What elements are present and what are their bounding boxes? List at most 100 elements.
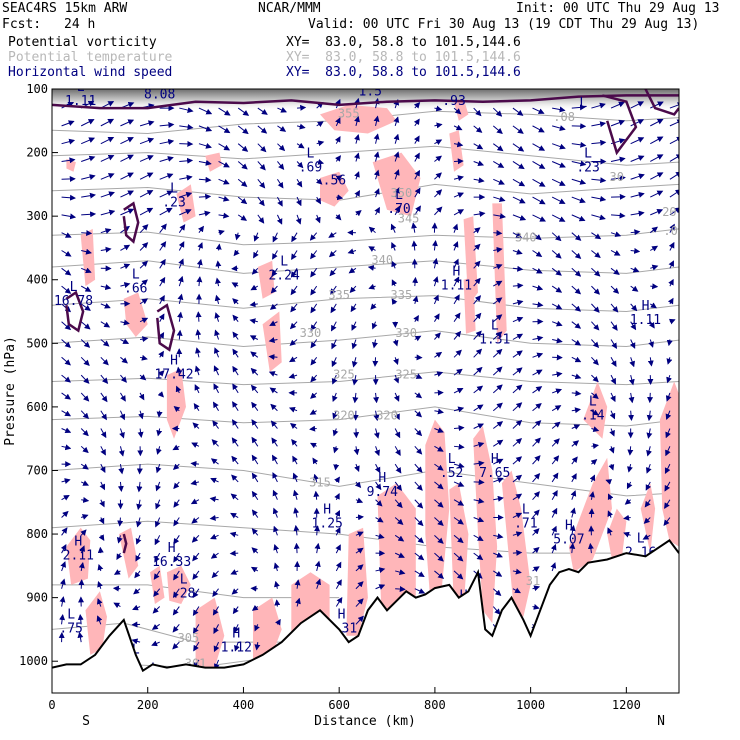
- wind-vector: [630, 119, 645, 127]
- wind-vector: [630, 321, 637, 331]
- wind-vector: [218, 195, 230, 202]
- wind-vector: [650, 101, 664, 109]
- pv-region: [150, 565, 165, 604]
- wind-vector: [571, 250, 582, 259]
- wind-vector: [473, 404, 484, 412]
- wind-vector: [623, 531, 631, 538]
- wind-vector: [289, 356, 298, 363]
- wind-vector: [155, 463, 162, 474]
- wind-vector: [294, 579, 301, 589]
- wind-vector: [393, 169, 400, 180]
- wind-vector: [277, 107, 288, 113]
- wind-vector: [532, 143, 546, 151]
- wind-vector: [413, 118, 420, 127]
- wind-vector: [254, 624, 260, 632]
- wind-vector: [289, 321, 298, 330]
- pv-region: [166, 565, 191, 604]
- wind-vector: [198, 125, 213, 132]
- extremum-value: 1.31: [479, 332, 510, 347]
- wind-vector: [100, 428, 107, 439]
- wind-vector: [192, 422, 200, 429]
- wind-vector: [214, 312, 221, 322]
- wind-vector: [432, 276, 439, 287]
- wind-vector: [473, 243, 481, 251]
- wind-vector: [394, 205, 401, 216]
- wind-vector: [59, 596, 66, 607]
- wind-vector: [354, 481, 362, 489]
- x-tick-label: 1000: [516, 698, 545, 712]
- wind-vector: [233, 249, 240, 257]
- wind-vector: [512, 232, 523, 238]
- wind-vector: [251, 604, 259, 611]
- wind-vector: [355, 564, 364, 572]
- wind-vector: [251, 401, 259, 412]
- wind-vector: [453, 481, 465, 487]
- wind-vector: [159, 241, 167, 251]
- wind-vector: [335, 544, 341, 554]
- wind-vector: [61, 510, 69, 518]
- wind-vector: [177, 311, 183, 322]
- wind-vector: [139, 260, 149, 269]
- wind-vector: [158, 313, 165, 322]
- legend-theta-xy: XY= 83.0, 58.8 to 101.5,144.6: [286, 50, 521, 65]
- wind-vector: [100, 154, 115, 162]
- wind-vector: [374, 463, 381, 474]
- wind-vector: [335, 117, 341, 127]
- wind-vector: [253, 232, 260, 242]
- wind-vector: [473, 143, 484, 150]
- wind-vector: [198, 193, 212, 200]
- extremum-value: 2.24: [268, 269, 299, 284]
- wind-vector: [100, 446, 106, 456]
- extremum-value: 1.11: [630, 313, 661, 328]
- extremum-type: L: [395, 188, 403, 203]
- wind-vector: [276, 196, 283, 207]
- wind-vector: [492, 366, 503, 376]
- theta-label: 320: [333, 409, 355, 423]
- theta-contour: [52, 371, 679, 386]
- wind-vector: [473, 423, 485, 429]
- wind-vector: [198, 210, 211, 217]
- wind-vector: [218, 161, 230, 168]
- wind-vector: [136, 481, 143, 493]
- wind-vector: [250, 284, 259, 291]
- x-tick-label: 0: [48, 698, 55, 712]
- wind-vector: [353, 446, 360, 456]
- wind-vector: [198, 225, 204, 233]
- wind-vector: [650, 283, 659, 290]
- extremum-type: H: [491, 452, 499, 467]
- wind-vector: [230, 512, 239, 519]
- wind-vector: [591, 232, 602, 240]
- wind-vector: [664, 481, 671, 492]
- wind-vector: [139, 374, 147, 381]
- wind-vector: [233, 624, 240, 634]
- wind-vector: [254, 642, 261, 651]
- wind-vector: [532, 178, 546, 187]
- extremum-value: 9.74: [367, 485, 398, 500]
- wind-vector: [315, 578, 322, 589]
- wind-vector: [610, 175, 626, 182]
- wind-vector: [175, 385, 182, 394]
- wind-vector: [512, 531, 523, 538]
- wind-vector: [532, 491, 540, 501]
- wind-vector: [159, 190, 174, 198]
- wind-vector: [80, 463, 89, 470]
- wind-vector: [630, 285, 639, 292]
- wind-vector: [237, 178, 248, 187]
- wind-vector: [434, 427, 444, 433]
- wind-vector: [372, 357, 379, 367]
- wind-vector: [492, 125, 503, 135]
- wind-vector: [570, 507, 576, 518]
- wind-vector: [354, 134, 360, 144]
- wind-vector: [80, 428, 89, 437]
- wind-vector: [473, 160, 485, 167]
- wind-vector: [100, 173, 115, 180]
- wind-vector: [80, 321, 91, 330]
- wind-vector: [232, 348, 239, 358]
- wind-vector: [296, 161, 304, 169]
- wind-vector: [179, 107, 194, 113]
- wind-vector: [136, 499, 143, 511]
- wind-vector: [372, 339, 378, 349]
- wind-vector: [98, 534, 105, 541]
- wind-vector: [291, 250, 298, 261]
- wind-vector: [551, 421, 561, 429]
